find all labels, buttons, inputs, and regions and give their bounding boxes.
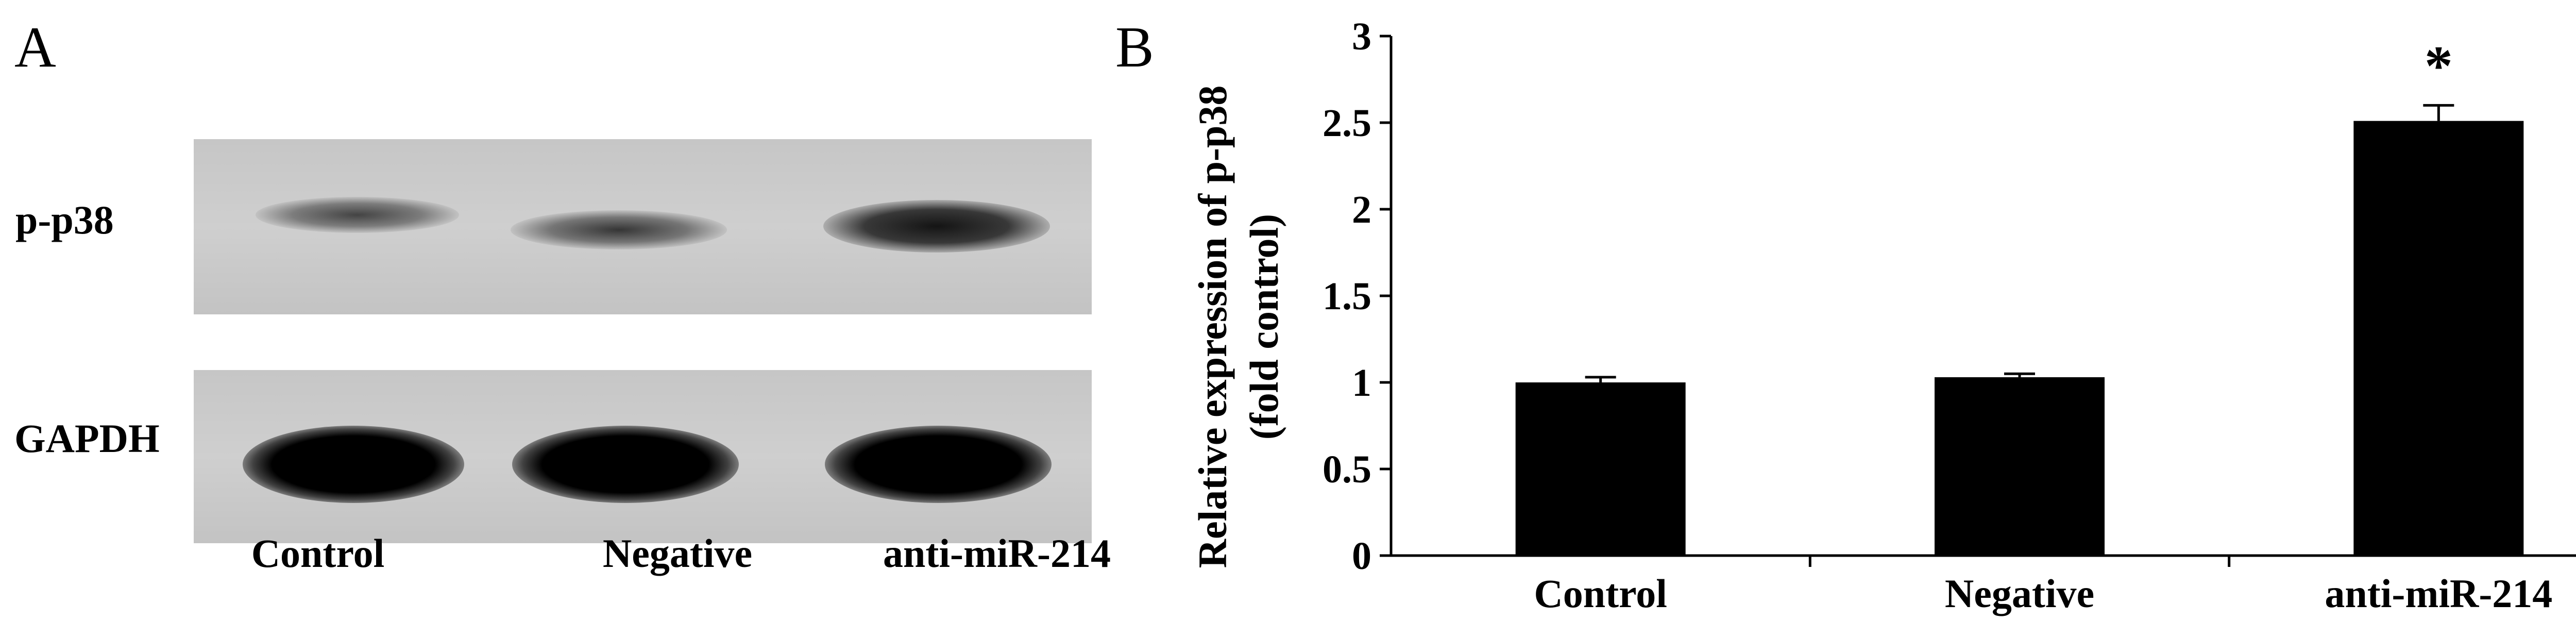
blot-band-gapdh-anti-mir-214 [825, 426, 1052, 503]
significance-asterisk: * [2425, 34, 2453, 97]
y-tick-label: 1 [1352, 361, 1371, 405]
blot-lane-label-control: Control [251, 531, 385, 576]
blot-lane-label-negative: Negative [602, 531, 753, 576]
chart-bars [1515, 121, 2524, 556]
blot-band-pp38-control [256, 197, 459, 233]
y-tick-label: 0 [1352, 534, 1371, 578]
blot-row-label-pp38: p-p38 [15, 197, 114, 242]
blot-band-gapdh-negative [512, 426, 739, 503]
x-tick-label: Control [1534, 571, 1667, 616]
y-axis-label-line: Relative expression of p-p38 [1190, 86, 1235, 568]
y-tick-label: 1.5 [1323, 275, 1371, 318]
blot-lane-label-anti-mir-214: anti-miR-214 [883, 531, 1111, 576]
panel-b-letter: B [1115, 15, 1154, 79]
y-tick-label: 3 [1352, 15, 1371, 58]
blot-band-pp38-anti-mir-214 [823, 200, 1050, 253]
y-ticks: 0 0.5 1 1.5 2 2.5 3 [1323, 15, 1391, 578]
bar-2 [2353, 121, 2524, 556]
x-tick-label: Negative [1945, 571, 2094, 616]
blot-strip-pp38 [194, 139, 1092, 314]
bar-1 [1935, 377, 2105, 556]
bar-0 [1515, 382, 1686, 556]
y-axis-label-line: (fold control) [1242, 214, 1286, 440]
blot-band-gapdh-control [243, 426, 464, 503]
y-tick-label: 0.5 [1323, 448, 1371, 491]
blot-band-pp38-negative [511, 210, 727, 249]
panel-a-letter: A [14, 15, 56, 79]
blot-row-label-gapdh: GAPDH [14, 416, 160, 461]
x-tick-labels: Control Negative anti-miR-214 [1534, 571, 2552, 616]
x-tick-label: anti-miR-214 [2325, 571, 2552, 616]
y-tick-label: 2 [1352, 188, 1371, 231]
y-tick-label: 2.5 [1323, 102, 1371, 145]
blot-strip-gapdh [194, 370, 1092, 543]
y-axis-label: Relative expression of p-p38 (fold contro… [1190, 86, 1286, 568]
error-bars: * [1585, 34, 2454, 382]
